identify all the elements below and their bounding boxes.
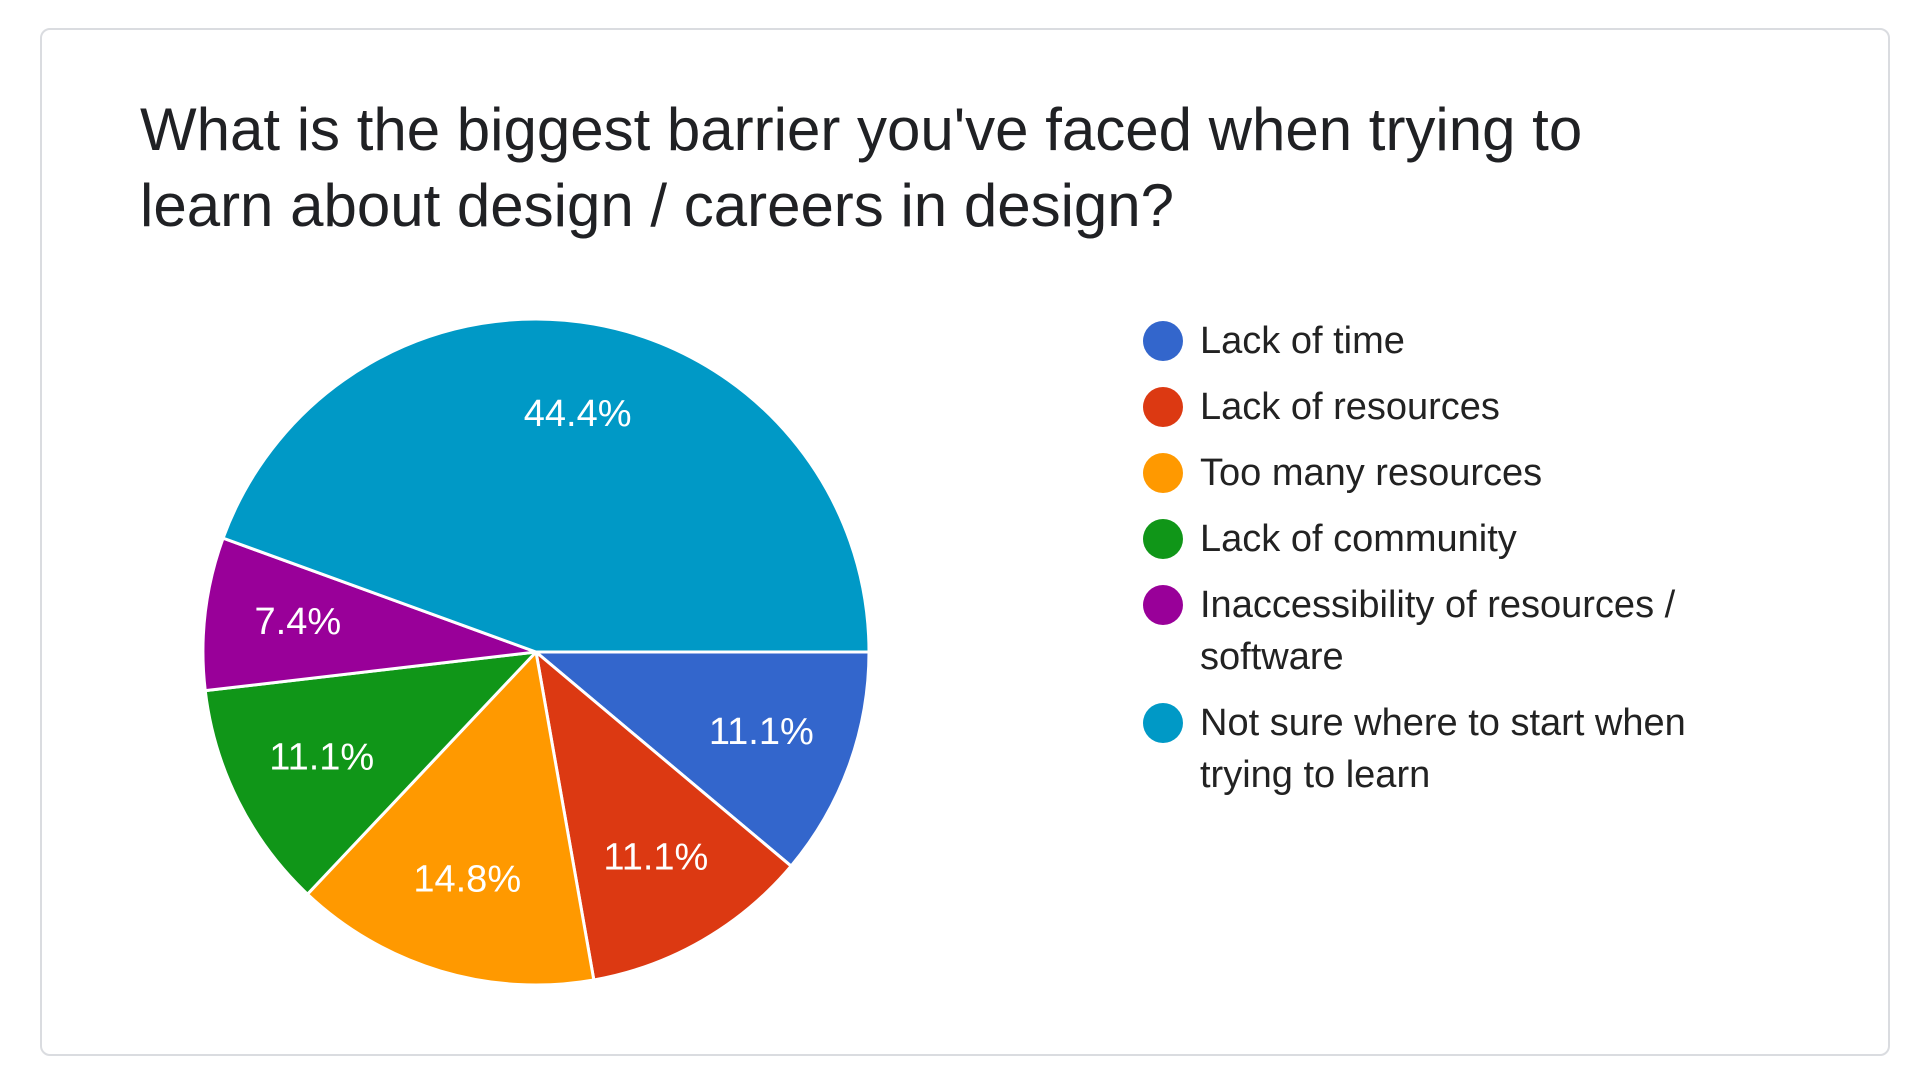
- chart-title: What is the biggest barrier you've faced…: [140, 96, 1583, 239]
- legend-item-4[interactable]: Lack of community: [1143, 513, 1743, 565]
- legend-item-5[interactable]: Inaccessibility of resources / software: [1143, 579, 1743, 683]
- legend-item-3[interactable]: Too many resources: [1143, 447, 1743, 499]
- pie-slice-6[interactable]: [221, 317, 871, 654]
- legend-swatch-6: [1143, 703, 1183, 743]
- legend-label-6: Not sure where to start when trying to l…: [1200, 702, 1686, 796]
- pie-slice-1[interactable]: [534, 650, 871, 868]
- legend-swatch-5: [1143, 585, 1183, 625]
- legend-item-2[interactable]: Lack of resources: [1143, 381, 1743, 433]
- legend-label-4: Lack of community: [1200, 518, 1517, 560]
- legend-label-1: Lack of time: [1200, 320, 1405, 362]
- legend-swatch-4: [1143, 519, 1183, 559]
- pie-slice-2[interactable]: [534, 650, 793, 982]
- pie-slice-label-3: 14.8%: [413, 859, 521, 901]
- legend-item-1[interactable]: Lack of time: [1143, 315, 1743, 367]
- legend: Lack of time Lack of resources Too many re…: [1143, 315, 1743, 815]
- legend-swatch-2: [1143, 387, 1183, 427]
- pie-labels: 11.1% 11.1% 14.8% 11.1% 7.4% 44.4%: [255, 393, 814, 901]
- legend-item-6[interactable]: Not sure where to start when trying to l…: [1143, 697, 1743, 801]
- pie-slice-label-5: 7.4%: [255, 601, 342, 643]
- pie-slice-5[interactable]: [201, 536, 538, 693]
- pie-slice-label-6: 44.4%: [524, 393, 632, 435]
- legend-swatch-1: [1143, 321, 1183, 361]
- legend-label-3: Too many resources: [1200, 452, 1543, 494]
- pie-slice-4[interactable]: [203, 650, 538, 896]
- legend-label-2: Lack of resources: [1200, 386, 1500, 428]
- pie-slices: [201, 317, 871, 987]
- pie-slice-label-4: 11.1%: [269, 737, 374, 779]
- pie-slice-3[interactable]: [305, 650, 596, 987]
- pie-slice-label-2: 11.1%: [603, 837, 708, 879]
- legend-label-5: Inaccessibility of resources / software: [1200, 584, 1676, 678]
- pie-slice-label-1: 11.1%: [709, 711, 814, 753]
- legend-swatch-3: [1143, 453, 1183, 493]
